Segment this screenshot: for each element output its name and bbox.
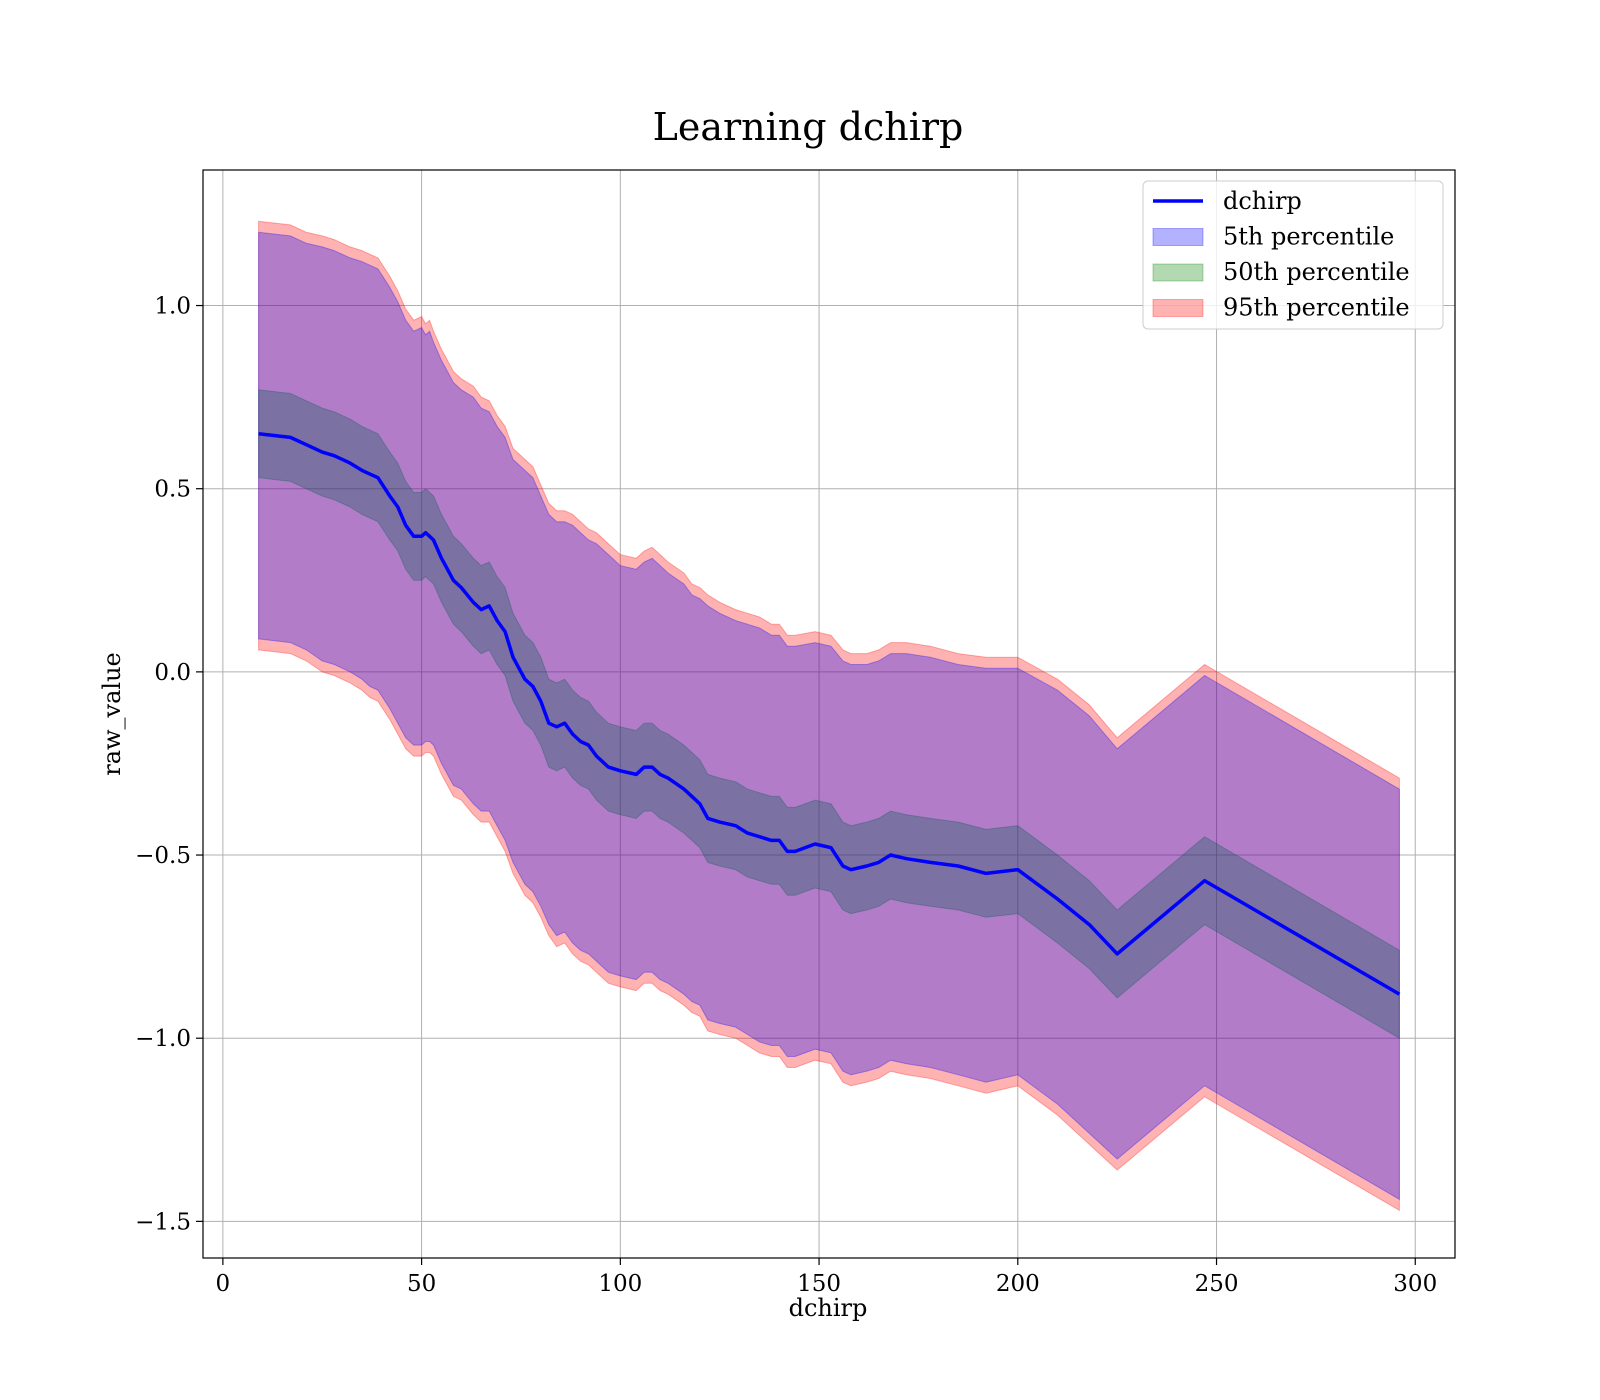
series-line-dchirp [258,432,1401,996]
x-tick-label: 100 [598,1271,642,1297]
chart-title: Learning dchirp [653,105,964,149]
legend-box [1142,180,1444,330]
legend-swatch-patch [1152,228,1204,246]
x-tick-label: 300 [1393,1271,1437,1297]
grid-layer [203,170,1455,1258]
y-axis-label: raw_value [98,652,126,776]
line-layer [258,432,1401,996]
y-tick-label: 0.5 [154,477,191,503]
x-tick-label: 250 [1195,1271,1239,1297]
y-axis: 1.0 0.5 0.0 −0.5 −1.0 −1.5 [135,294,203,1235]
x-axis-label: dchirp [789,1294,868,1322]
x-tick-label: 0 [216,1271,231,1297]
legend-label: 50th percentile [1223,258,1410,286]
legend-label: 95th percentile [1223,294,1410,322]
x-axis: 0 50 100 150 200 250 300 [216,1258,1437,1297]
plot-frame [202,169,1456,1259]
y-tick-label: 1.0 [154,294,191,320]
x-tick-label: 50 [407,1271,436,1297]
y-tick-label: −1.0 [135,1026,191,1052]
x-tick-label: 150 [797,1271,841,1297]
legend-swatch-patch [1152,263,1204,282]
y-tick-label: 0.0 [154,660,191,686]
legend-label: 5th percentile [1223,223,1394,251]
legend: dchirp 5th percentile 50th percentile 95th … [1142,180,1444,330]
legend-label: dchirp [1223,187,1302,215]
y-tick-label: −0.5 [135,843,191,869]
band-5th-percentile [258,231,1400,1201]
y-tick-label: −1.5 [135,1209,191,1235]
band-95th-percentile [258,220,1400,1212]
band-50th-percentile [258,389,1400,1040]
legend-swatch-patch [1152,299,1204,317]
bands-layer [258,220,1400,1212]
x-tick-label: 200 [996,1271,1040,1297]
